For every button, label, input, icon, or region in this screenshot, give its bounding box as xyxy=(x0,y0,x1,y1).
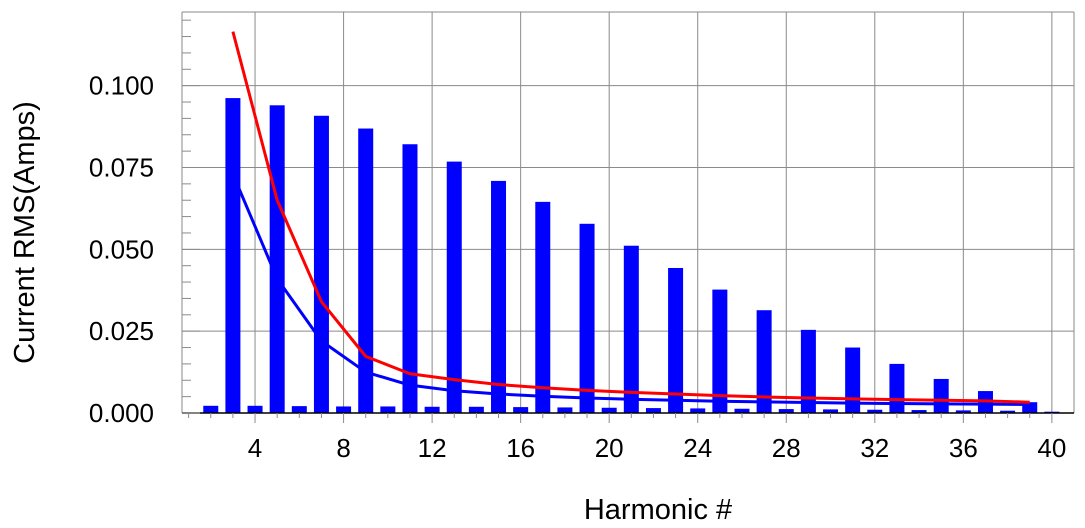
y-tick-label: 0.000 xyxy=(89,398,154,428)
bar xyxy=(313,115,329,413)
bar xyxy=(668,267,684,413)
bar xyxy=(1000,410,1016,413)
bar xyxy=(867,409,883,413)
y-tick-label: 0.050 xyxy=(89,234,154,264)
bar-series xyxy=(203,98,1060,413)
x-tick-label: 40 xyxy=(1037,433,1066,463)
y-tick-label: 0.075 xyxy=(89,152,154,182)
x-tick-label: 8 xyxy=(336,433,350,463)
bar xyxy=(756,310,772,413)
bar xyxy=(800,329,816,413)
y-tick-label: 0.025 xyxy=(89,316,154,346)
plot-frame xyxy=(181,11,1075,414)
y-tick-labels: 0.000 0.025 0.050 0.075 0.100 xyxy=(89,71,154,428)
x-tick-label: 32 xyxy=(860,433,889,463)
bar xyxy=(623,245,639,413)
bar xyxy=(203,405,219,413)
bar xyxy=(911,410,927,413)
bar xyxy=(557,407,573,413)
x-tick-label: 16 xyxy=(506,433,535,463)
bar xyxy=(424,406,440,413)
y-tick-label: 0.100 xyxy=(89,71,154,101)
x-tick-label: 24 xyxy=(683,433,712,463)
bar xyxy=(933,378,949,413)
x-axis-title: Harmonic # xyxy=(584,494,732,526)
x-tick-label: 4 xyxy=(248,433,262,463)
bar xyxy=(712,289,728,413)
x-tick-labels: 4 8 12 16 20 24 28 32 36 40 xyxy=(248,433,1067,463)
bar xyxy=(955,410,971,413)
bar xyxy=(601,407,617,413)
bar xyxy=(513,407,529,413)
grid xyxy=(182,12,1074,413)
bar xyxy=(690,408,706,413)
bar xyxy=(778,409,794,413)
bar xyxy=(579,223,595,413)
bar xyxy=(889,363,905,413)
x-tick-label: 36 xyxy=(949,433,978,463)
bar xyxy=(446,161,462,413)
bar xyxy=(734,408,750,413)
bar xyxy=(380,406,396,413)
x-tick-label: 20 xyxy=(595,433,624,463)
bar xyxy=(535,201,551,413)
x-tick-label: 28 xyxy=(772,433,801,463)
bar xyxy=(402,144,418,413)
series-line-1 xyxy=(231,173,1030,406)
bar xyxy=(491,180,507,413)
bar xyxy=(468,406,484,413)
bar xyxy=(845,347,861,413)
bar xyxy=(225,98,241,413)
bar xyxy=(247,405,263,413)
bar xyxy=(291,406,307,413)
line-series xyxy=(231,31,1030,406)
series-line-2 xyxy=(231,31,1030,404)
bar xyxy=(645,408,661,413)
bar xyxy=(269,105,285,413)
bar xyxy=(1022,402,1038,413)
y-axis-title: Current RMS(Amps) xyxy=(9,101,41,364)
bar xyxy=(358,128,374,413)
x-tick-label: 12 xyxy=(418,433,447,463)
bar xyxy=(336,406,352,413)
bar xyxy=(823,409,839,413)
tick-marks xyxy=(182,19,1053,423)
